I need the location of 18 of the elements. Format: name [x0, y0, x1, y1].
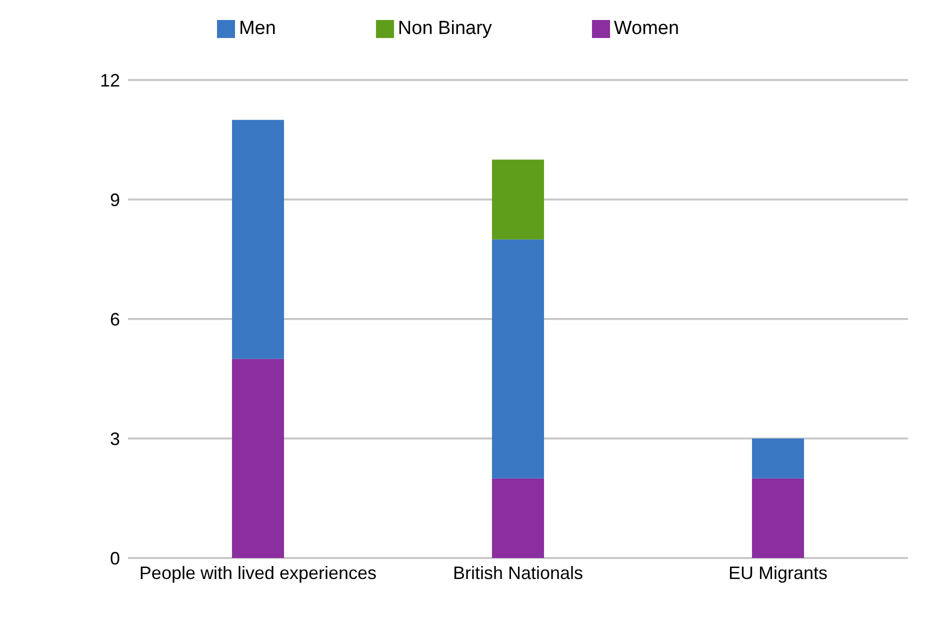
y-tick-label: 9 — [110, 190, 120, 210]
legend-label: Non Binary — [398, 18, 492, 39]
bar — [492, 239, 544, 478]
bar — [752, 438, 804, 478]
y-tick-label: 6 — [110, 309, 120, 330]
bar — [232, 358, 284, 558]
y-tick-label: 0 — [110, 548, 120, 568]
x-tick-label: British Nationals — [452, 562, 584, 583]
bar — [492, 160, 544, 240]
bar — [232, 120, 284, 359]
bar — [752, 478, 804, 558]
x-tick-label: EU Migrants — [728, 562, 828, 583]
legend-label: Women — [614, 18, 680, 39]
legend-label: Men — [238, 18, 276, 39]
x-tick-label: People with lived experiences — [139, 562, 377, 583]
bar — [492, 478, 544, 558]
y-tick-label: 12 — [100, 70, 120, 90]
y-tick-label: 3 — [110, 428, 120, 449]
